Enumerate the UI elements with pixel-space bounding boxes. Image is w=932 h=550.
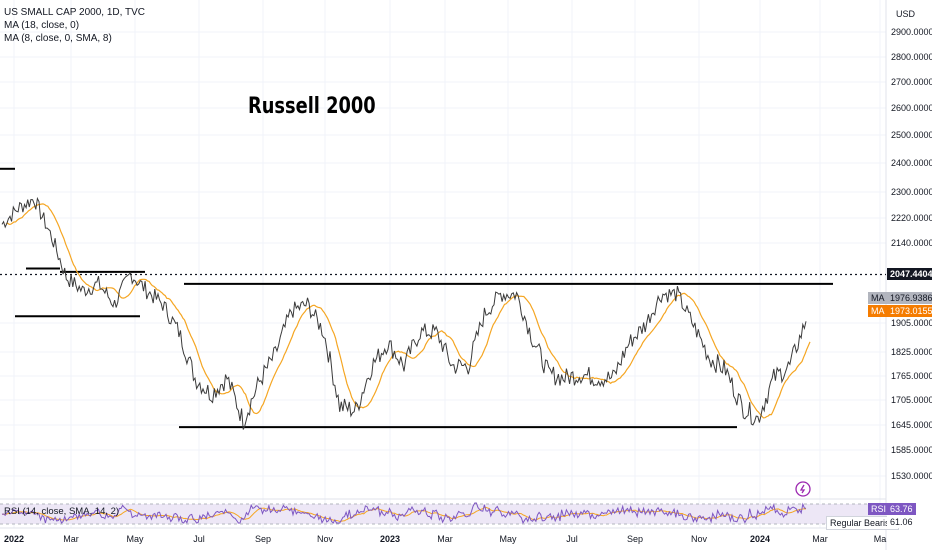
time-tick-label: Nov xyxy=(317,534,334,544)
time-tick-label: 2024 xyxy=(750,534,770,544)
price-tick-label: 1530.0000 xyxy=(891,471,932,481)
ma2-value-badge: 1973.0155 xyxy=(887,305,932,317)
time-tick-label: Sep xyxy=(627,534,643,544)
rsi-label[interactable]: RSI (14, close, SMA, 14, 2) xyxy=(4,506,120,517)
legend: US SMALL CAP 2000, 1D, TVC MA (18, close… xyxy=(4,6,145,45)
ma2-tag: MA xyxy=(868,305,888,317)
time-tick-label: 2022 xyxy=(4,534,24,544)
price-tick-label: 2300.0000 xyxy=(891,187,932,197)
price-tick-label: 2900.0000 xyxy=(891,27,932,37)
ma1-tag: MA xyxy=(868,292,888,304)
price-tick-label: 1705.0000 xyxy=(891,395,932,405)
ma1-label[interactable]: MA (18, close, 0) xyxy=(4,20,80,31)
time-tick-label: May xyxy=(499,534,517,544)
rsi-pane xyxy=(0,502,886,525)
currency-label: USD xyxy=(896,9,916,19)
price-tick-label: 1765.0000 xyxy=(891,371,932,381)
rsi-band xyxy=(0,504,886,524)
time-tick-label: 2023 xyxy=(380,534,400,544)
price-axis[interactable]: 2900.0000 2800.0000 2700.0000 2600.0000 2500… xyxy=(891,27,932,481)
ma-line xyxy=(5,203,811,419)
price-line xyxy=(1,196,807,430)
time-tick-label: Sep xyxy=(255,534,271,544)
time-tick-label: Jul xyxy=(193,534,205,544)
time-tick-label: Nov xyxy=(691,534,708,544)
rsi-secondary-value: 61.06 xyxy=(887,516,916,528)
price-tick-label: 1905.0000 xyxy=(891,318,932,328)
alert-icon[interactable] xyxy=(795,481,811,497)
rsi-value-badge: 63.76 xyxy=(887,503,916,515)
time-tick-label: Mar xyxy=(437,534,453,544)
time-tick-label: Mar xyxy=(812,534,828,544)
price-tick-label: 2800.0000 xyxy=(891,52,932,62)
rsi-tag: RSI xyxy=(868,503,890,515)
time-axis[interactable]: 2022 Mar May Jul Sep Nov 2023 Mar May Jul Sep Nov 20… xyxy=(4,534,886,544)
price-tick-label: 2600.0000 xyxy=(891,103,932,113)
price-tick-label: 2140.0000 xyxy=(891,238,932,248)
price-tick-label: 2500.0000 xyxy=(891,130,932,140)
price-levels xyxy=(0,167,886,429)
price-tick-label: 2220.0000 xyxy=(891,213,932,223)
rsi-line xyxy=(1,502,807,525)
time-tick-label: Jul xyxy=(566,534,578,544)
grid xyxy=(0,0,887,550)
last-price-badge: 2047.4404 xyxy=(887,268,932,280)
ma1-value-badge: 1976.9386 xyxy=(887,292,932,304)
time-tick-label: Ma xyxy=(874,534,887,544)
price-tick-label: 1585.0000 xyxy=(891,445,932,455)
price-tick-label: 1645.0000 xyxy=(891,420,932,430)
price-tick-label: 1825.0000 xyxy=(891,347,932,357)
time-tick-label: Mar xyxy=(63,534,79,544)
ma2-label[interactable]: MA (8, close, 0, SMA, 8) xyxy=(4,33,112,44)
chart-annotation-title: Russell 2000 xyxy=(248,94,376,119)
price-tick-label: 2700.0000 xyxy=(891,77,932,87)
symbol-label[interactable]: US SMALL CAP 2000, 1D, TVC xyxy=(4,7,145,18)
price-tick-label: 2400.0000 xyxy=(891,158,932,168)
time-tick-label: May xyxy=(126,534,144,544)
